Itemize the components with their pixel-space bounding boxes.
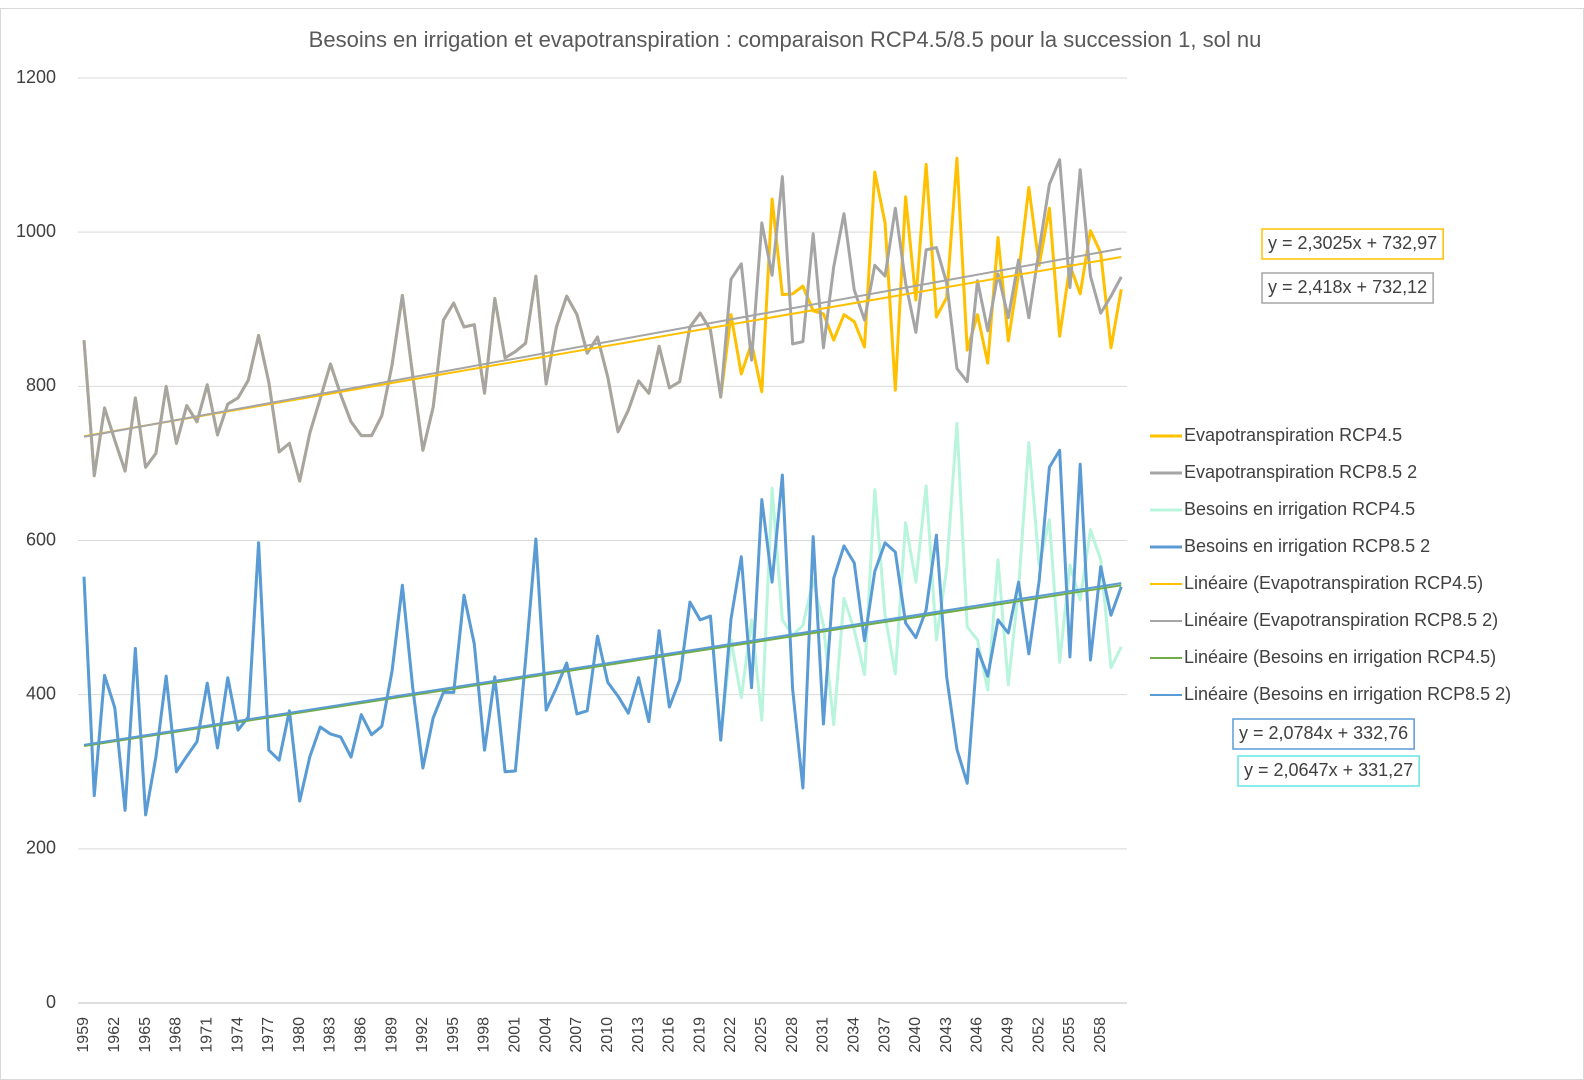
trend-equation: y = 2,3025x + 732,97 [1268, 233, 1437, 253]
x-tick-label: 2031 [815, 1017, 832, 1053]
x-tick-label: 2046 [969, 1017, 986, 1053]
series-line [82, 448, 1123, 817]
x-tick-label: 2025 [753, 1017, 770, 1053]
x-tick-label: 1986 [353, 1017, 370, 1053]
y-tick-label: 400 [26, 683, 56, 703]
x-tick-label: 2043 [938, 1017, 955, 1053]
chart-frame [0, 8, 1584, 1080]
legend-label: Linéaire (Evapotranspiration RCP8.5 2) [1184, 610, 1498, 630]
legend-label: Besoins en irrigation RCP8.5 2 [1184, 536, 1430, 556]
x-tick-label: 1995 [445, 1017, 462, 1053]
x-tick-label: 1989 [383, 1017, 400, 1053]
x-tick-label: 1983 [322, 1017, 339, 1053]
x-tick-label: 1974 [229, 1017, 246, 1053]
y-tick-label: 800 [26, 375, 56, 395]
chart-title: Besoins en irrigation et evapotranspirat… [309, 27, 1262, 52]
trend-line [83, 582, 1122, 746]
x-tick-label: 2001 [507, 1017, 524, 1053]
trend-line [83, 584, 1122, 748]
x-tick-label: 2013 [630, 1017, 647, 1053]
x-tick-label: 1992 [414, 1017, 431, 1053]
trend-equation: y = 2,0784x + 332,76 [1239, 723, 1408, 743]
x-tick-label: 2055 [1061, 1017, 1078, 1053]
equation-box [1261, 228, 1444, 260]
legend-label: Evapotranspiration RCP8.5 2 [1184, 462, 1417, 482]
x-tick-label: 2004 [537, 1017, 554, 1053]
x-tick-label: 2058 [1092, 1017, 1109, 1053]
x-tick-label: 2022 [722, 1017, 739, 1053]
legend-label: Linéaire (Besoins en irrigation RCP4.5) [1184, 647, 1496, 667]
trend-equation: y = 2,0647x + 331,27 [1244, 760, 1413, 780]
series-line [82, 158, 1123, 483]
x-tick-label: 1971 [198, 1017, 215, 1053]
x-tick-label: 2049 [1000, 1017, 1017, 1053]
x-tick-label: 2019 [691, 1017, 708, 1053]
x-tick-label: 1965 [137, 1017, 154, 1053]
trend-line [83, 247, 1122, 438]
x-tick-label: 2010 [599, 1017, 616, 1053]
x-tick-label: 1980 [291, 1017, 308, 1053]
y-tick-label: 1200 [16, 67, 56, 87]
x-tick-label: 2007 [568, 1017, 585, 1053]
legend-label: Evapotranspiration RCP4.5 [1184, 425, 1402, 445]
legend-label: Linéaire (Besoins en irrigation RCP8.5 2… [1184, 684, 1511, 704]
legend-label: Besoins en irrigation RCP4.5 [1184, 499, 1415, 519]
x-tick-label: 2028 [784, 1017, 801, 1053]
trend-equation: y = 2,418x + 732,12 [1268, 277, 1427, 297]
x-tick-label: 2016 [661, 1017, 678, 1053]
x-tick-label: 1968 [168, 1017, 185, 1053]
x-tick-label: 2037 [876, 1017, 893, 1053]
equation-box [1261, 272, 1434, 304]
equation-box [1232, 718, 1415, 750]
x-tick-label: 1959 [75, 1017, 92, 1053]
equation-box [1237, 755, 1420, 787]
x-tick-label: 2034 [845, 1017, 862, 1053]
y-tick-label: 1000 [16, 221, 56, 241]
y-tick-label: 600 [26, 529, 56, 549]
legend-label: Linéaire (Evapotranspiration RCP4.5) [1184, 573, 1483, 593]
x-tick-label: 1998 [476, 1017, 493, 1053]
y-tick-label: 0 [46, 992, 56, 1012]
x-tick-label: 1977 [260, 1017, 277, 1053]
x-tick-label: 1962 [106, 1017, 123, 1053]
y-tick-label: 200 [26, 838, 56, 858]
x-tick-label: 2052 [1030, 1017, 1047, 1053]
x-tick-label: 2040 [907, 1017, 924, 1053]
